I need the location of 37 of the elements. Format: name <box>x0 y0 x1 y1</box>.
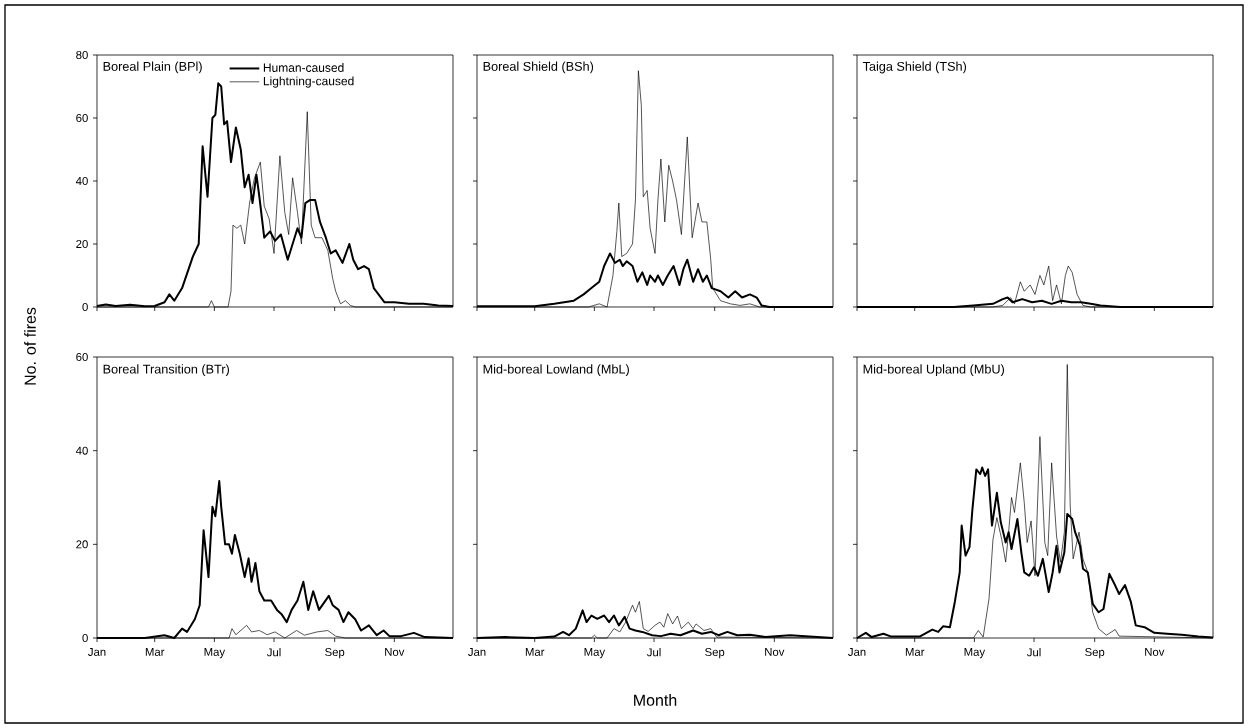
x-tick-label: Nov <box>1145 648 1165 656</box>
y-tick-label: 40 <box>75 176 88 185</box>
x-tick-label: Sep <box>1085 648 1105 659</box>
y-tick-label: 20 <box>76 540 88 549</box>
x-tick-label: Mar <box>525 648 545 656</box>
y-tick-label: 60 <box>76 353 88 362</box>
x-tick-label: Jan <box>848 648 866 656</box>
chart-title: Taiga Shield (TSh) <box>862 61 966 74</box>
x-tick-label: May <box>584 648 606 659</box>
y-tick-label: 20 <box>76 239 88 248</box>
y-tick-label: 0 <box>82 634 88 643</box>
text: Mid-boreal Lowland (MbL) <box>483 364 629 377</box>
x-axis-title: Month <box>634 694 677 706</box>
x-tick-label: May <box>964 648 986 659</box>
y-axis-title: No. of fires <box>24 307 36 385</box>
x-tick-label: Jul <box>1026 648 1041 657</box>
x-tick-label: Mar <box>905 648 925 656</box>
x-tick-label: Sep <box>705 648 725 659</box>
y-tick-label: 80 <box>76 51 88 60</box>
x-tick-label: May <box>204 648 226 659</box>
y-tick-label: 0 <box>82 302 88 311</box>
legend-label: Human-caused <box>263 63 344 72</box>
text: Mid-boreal Upland (MbU) <box>863 364 1004 377</box>
text: Boreal Transition (BTr) <box>103 364 229 377</box>
y-tick-label: 40 <box>75 446 88 455</box>
x-tick-label: Nov <box>765 648 785 656</box>
x-tick-label: Mar <box>145 648 165 656</box>
x-tick-label: Sep <box>325 648 345 659</box>
x-tick-label: Nov <box>385 648 405 656</box>
legend-label: Lightning-caused <box>263 76 354 88</box>
y-tick-label: 60 <box>76 113 88 122</box>
x-tick-label: Jan <box>468 648 486 656</box>
x-tick-label: Jul <box>646 648 661 657</box>
x-tick-label: Jul <box>266 648 281 657</box>
x-tick-label: Jan <box>88 648 106 656</box>
chart-title: Boreal Shield (BSh) <box>483 61 594 74</box>
chart-title: Boreal Plain (BPl) <box>103 61 202 74</box>
